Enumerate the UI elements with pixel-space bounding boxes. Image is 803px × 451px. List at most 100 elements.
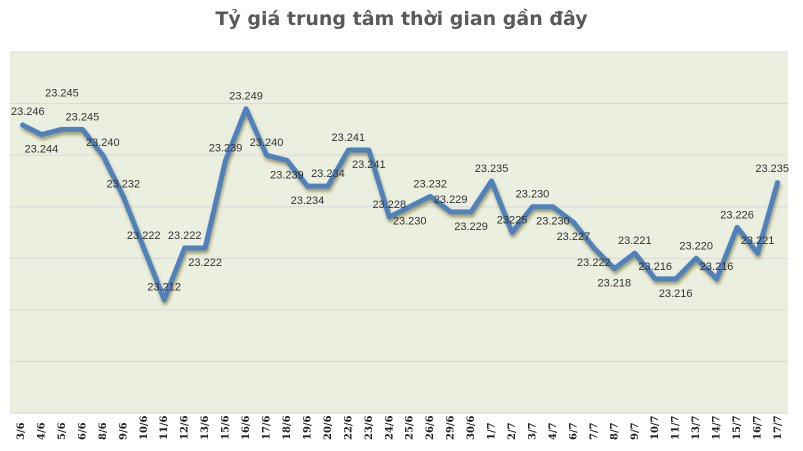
x-tick-label: 24/6 xyxy=(384,415,395,440)
x-tick-label: 10/6 xyxy=(139,415,150,440)
data-label: 23.222 xyxy=(168,230,202,242)
data-point xyxy=(101,154,104,157)
x-tick-label: 16/7 xyxy=(753,415,764,440)
x-tick-label: 11/7 xyxy=(671,415,682,440)
data-label: 23.240 xyxy=(250,137,284,149)
data-point xyxy=(736,226,739,229)
x-tick-label: 18/6 xyxy=(282,415,293,440)
data-point xyxy=(163,298,166,301)
x-tick-label: 25/6 xyxy=(405,415,416,440)
data-label: 23.229 xyxy=(454,221,488,233)
data-point xyxy=(142,246,145,249)
x-tick-label: 15/7 xyxy=(732,415,743,440)
series-line xyxy=(19,106,781,303)
x-tick-label: 2/7 xyxy=(507,422,518,440)
x-tick-label: 23/6 xyxy=(364,415,375,440)
data-label: 23.220 xyxy=(679,240,713,252)
data-point xyxy=(511,231,514,234)
data-point xyxy=(326,185,329,188)
x-tick-label: 11/6 xyxy=(159,415,170,440)
data-label: 23.232 xyxy=(106,178,140,190)
data-label: 23.218 xyxy=(597,278,631,290)
data-label: 23.216 xyxy=(638,261,672,273)
x-tick-label: 17/6 xyxy=(262,415,273,440)
data-label: 23.235 xyxy=(475,163,509,175)
data-label: 23.230 xyxy=(516,189,550,201)
x-tick-label: 1/7 xyxy=(487,422,498,440)
data-point xyxy=(756,252,759,255)
x-tick-label: 26/6 xyxy=(425,415,436,440)
data-point xyxy=(60,128,63,131)
data-label: 23.244 xyxy=(25,144,59,156)
data-label: 23.228 xyxy=(372,199,406,211)
data-point xyxy=(285,159,288,162)
data-point xyxy=(204,246,207,249)
x-tick-label: 10/7 xyxy=(650,415,661,440)
data-label: 23.239 xyxy=(270,169,304,181)
x-tick-label: 3/6 xyxy=(16,422,27,440)
data-point xyxy=(347,148,350,151)
x-tick-label: 7/7 xyxy=(589,422,600,440)
data-point xyxy=(654,277,657,280)
data-point xyxy=(490,179,493,182)
data-point xyxy=(20,123,22,126)
data-label: 23.232 xyxy=(413,178,447,190)
data-label: 23.241 xyxy=(352,159,386,171)
x-tick-label: 17/7 xyxy=(773,415,784,440)
data-label: 23.226 xyxy=(720,209,754,221)
data-label: 23.229 xyxy=(434,194,468,206)
data-point xyxy=(265,154,268,157)
data-point xyxy=(551,205,554,208)
data-point xyxy=(40,133,43,136)
x-tick-label: 4/7 xyxy=(548,422,559,440)
x-tick-label: 13/6 xyxy=(200,415,211,440)
data-point xyxy=(81,128,84,131)
data-point xyxy=(572,221,575,224)
data-label: 23.241 xyxy=(332,132,366,144)
data-label: 23.227 xyxy=(557,231,591,243)
data-label: 23.221 xyxy=(741,235,775,247)
x-tick-label: 13/7 xyxy=(691,415,702,440)
x-tick-label: 3/7 xyxy=(527,422,538,440)
data-point xyxy=(674,277,677,280)
data-point xyxy=(306,185,309,188)
x-tick-label: 9/6 xyxy=(118,422,129,440)
data-label: 23.246 xyxy=(11,106,45,118)
data-label: 23.234 xyxy=(291,195,325,207)
x-tick-label: 16/6 xyxy=(241,415,252,440)
data-point xyxy=(245,107,248,110)
data-point xyxy=(633,252,636,255)
x-tick-label: 15/6 xyxy=(221,415,232,440)
x-tick-label: 8/6 xyxy=(98,422,109,440)
data-label: 23.240 xyxy=(86,137,120,149)
data-label: 23.234 xyxy=(311,168,345,180)
data-point xyxy=(388,216,391,219)
data-label: 23.222 xyxy=(127,230,161,242)
data-label: 23.230 xyxy=(393,216,427,228)
data-point xyxy=(449,210,452,213)
x-tick-label: 5/6 xyxy=(57,422,68,440)
x-tick-label: 12/6 xyxy=(180,415,191,440)
data-point xyxy=(122,195,125,198)
x-tick-label: 29/6 xyxy=(446,415,457,440)
x-tick-label: 4/6 xyxy=(36,422,47,440)
data-label: 23.222 xyxy=(188,257,222,269)
data-label: 23.235 xyxy=(755,163,789,175)
data-point xyxy=(531,205,534,208)
data-point xyxy=(183,246,186,249)
x-tick-label: 14/7 xyxy=(712,415,723,440)
x-tick-label: 6/6 xyxy=(77,422,88,440)
data-point xyxy=(715,277,718,280)
data-label: 23.239 xyxy=(209,142,243,154)
data-label: 23.245 xyxy=(66,111,100,123)
data-point xyxy=(613,267,616,270)
data-point xyxy=(224,159,227,162)
x-tick-label: 6/7 xyxy=(568,422,579,440)
x-tick-label: 8/7 xyxy=(609,422,620,440)
x-tick-label: 20/6 xyxy=(323,415,334,440)
data-label: 23.230 xyxy=(536,216,570,228)
chart-title: Tỷ giá trung tâm thời gian gần đây xyxy=(215,8,588,30)
data-label: 23.222 xyxy=(577,257,611,269)
x-tick-label: 22/6 xyxy=(343,415,354,440)
